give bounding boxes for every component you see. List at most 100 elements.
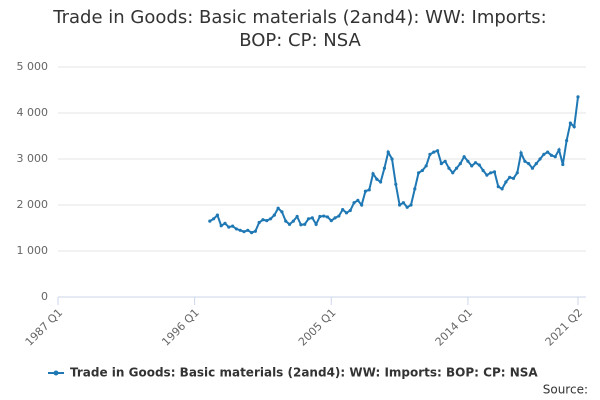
point xyxy=(238,228,242,232)
point xyxy=(375,177,379,181)
point xyxy=(341,208,345,212)
point xyxy=(356,198,360,202)
point xyxy=(352,201,356,205)
point xyxy=(257,220,261,225)
y-tick-label: 5 000 xyxy=(17,60,49,73)
point xyxy=(337,214,341,218)
legend-marker xyxy=(53,370,59,376)
point xyxy=(557,148,561,152)
point xyxy=(420,168,424,173)
point xyxy=(219,224,223,228)
point xyxy=(363,189,368,193)
point xyxy=(314,222,318,226)
point xyxy=(322,214,326,218)
point xyxy=(390,157,394,161)
point xyxy=(553,155,557,159)
chart-title: Trade in Goods: Basic materials (2and4):… xyxy=(53,7,547,51)
point xyxy=(500,187,504,191)
point xyxy=(477,163,481,167)
point xyxy=(542,152,546,156)
point xyxy=(329,219,333,223)
point xyxy=(515,171,519,175)
source: Source: xyxy=(543,383,588,397)
point xyxy=(394,182,398,186)
point xyxy=(371,172,375,176)
x-tick-label: 2021 Q2 xyxy=(543,306,586,349)
point xyxy=(303,222,307,226)
point xyxy=(379,180,383,184)
point xyxy=(447,166,451,170)
point xyxy=(208,219,212,223)
point xyxy=(576,95,580,99)
point xyxy=(439,162,443,166)
point xyxy=(215,213,220,217)
point xyxy=(287,222,292,226)
point xyxy=(227,225,231,229)
point xyxy=(409,203,413,207)
point xyxy=(246,228,250,232)
point xyxy=(306,217,311,221)
point xyxy=(265,219,269,223)
point xyxy=(458,162,462,166)
point xyxy=(508,175,512,179)
point xyxy=(530,166,535,170)
point xyxy=(413,187,417,191)
point xyxy=(481,168,485,173)
point xyxy=(519,151,523,155)
point xyxy=(534,162,538,166)
point xyxy=(462,155,466,159)
point xyxy=(344,211,349,215)
point xyxy=(473,161,478,165)
point xyxy=(360,203,364,207)
point xyxy=(492,170,497,174)
point xyxy=(268,217,273,221)
point xyxy=(523,159,527,163)
point xyxy=(386,150,390,154)
point xyxy=(405,205,409,209)
point xyxy=(485,173,489,177)
x-tick-label: 1987 Q1 xyxy=(23,306,66,349)
point xyxy=(549,153,554,157)
x-tick-label: 2014 Q1 xyxy=(433,306,476,349)
point xyxy=(466,159,470,163)
point xyxy=(325,215,330,219)
point xyxy=(454,166,459,170)
point xyxy=(310,216,314,220)
point xyxy=(348,208,352,213)
point xyxy=(318,214,322,219)
point xyxy=(272,213,276,217)
point xyxy=(401,201,406,205)
point xyxy=(242,230,246,234)
point xyxy=(432,150,436,154)
y-tick-label: 1 000 xyxy=(17,244,49,257)
point xyxy=(565,139,569,143)
point xyxy=(424,164,428,168)
point xyxy=(546,150,550,154)
point xyxy=(451,171,455,175)
point xyxy=(333,216,337,220)
point xyxy=(280,210,284,214)
point xyxy=(489,171,493,175)
point xyxy=(295,214,299,219)
point xyxy=(276,206,280,210)
x-tick-label: 1996 Q1 xyxy=(159,306,202,349)
point xyxy=(538,157,542,161)
point xyxy=(230,224,235,228)
point xyxy=(223,221,227,225)
point xyxy=(435,149,440,153)
y-tick-label: 0 xyxy=(41,290,48,303)
point xyxy=(527,162,531,166)
point xyxy=(511,176,516,180)
point xyxy=(212,217,216,221)
series-line xyxy=(209,96,579,234)
point xyxy=(443,159,447,163)
point xyxy=(572,125,576,129)
point xyxy=(568,121,573,125)
point xyxy=(284,219,288,223)
point xyxy=(428,152,432,156)
point xyxy=(261,218,265,222)
point xyxy=(253,229,257,233)
point xyxy=(367,188,371,192)
